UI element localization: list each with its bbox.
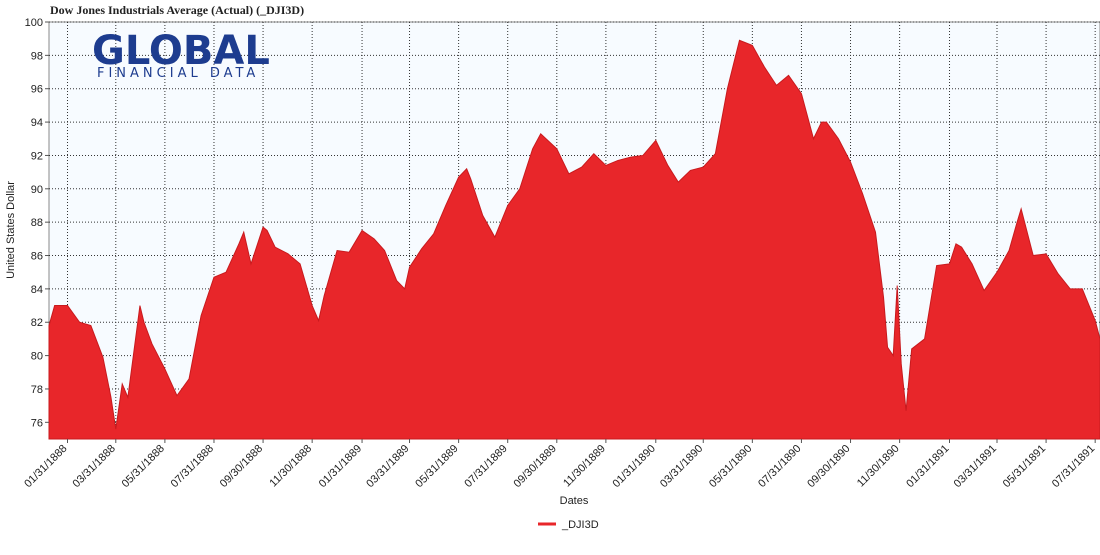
x-tick-label: 03/31/1891: [952, 443, 999, 490]
y-tick-label: 96: [31, 84, 43, 96]
x-tick-label: 11/30/1888: [267, 443, 314, 490]
logo: GLOBAL FINANCIAL DATA: [92, 28, 270, 81]
marks: [48, 39, 1100, 440]
y-tick-label: 82: [31, 317, 43, 329]
x-axis-label: Dates: [560, 495, 589, 507]
x-tick-label: 07/31/1891: [1050, 443, 1097, 490]
x-tick-label: 01/31/1888: [22, 443, 69, 490]
y-tick-label: 100: [25, 17, 43, 29]
y-tick-label: 94: [31, 117, 43, 129]
x-tick-label: 03/31/1890: [658, 443, 705, 490]
y-tick-label: 98: [31, 50, 43, 62]
x-tick-label: 09/30/1889: [511, 443, 558, 490]
x-tick-label: 07/31/1889: [462, 443, 509, 490]
x-tick-label: 01/31/1891: [904, 443, 951, 490]
legend-label: _DJI3D: [561, 519, 599, 531]
x-tick-label: 09/30/1890: [805, 443, 852, 490]
x-tick-label: 05/31/1888: [120, 443, 167, 490]
x-tick-label: 01/31/1890: [610, 443, 657, 490]
y-tick-label: 76: [31, 417, 43, 429]
chart-title: Dow Jones Industrials Average (Actual) (…: [50, 3, 304, 17]
x-tick-label: 05/31/1891: [1001, 443, 1048, 490]
x-tick-label: 03/31/1889: [364, 443, 411, 490]
logo-tagline: FINANCIAL DATA: [97, 66, 259, 81]
y-axis-label: United States Dollar: [5, 181, 17, 279]
x-tick-label: 05/31/1889: [413, 443, 460, 490]
x-tick-label: 09/30/1888: [218, 443, 265, 490]
x-tick-label: 03/31/1888: [70, 443, 117, 490]
y-tick-label: 84: [31, 284, 43, 296]
x-tick-label: 07/31/1890: [756, 443, 803, 490]
y-tick-label: 88: [31, 217, 43, 229]
y-tick-label: 92: [31, 150, 43, 162]
y-tick-label: 80: [31, 351, 43, 363]
logo-name: GLOBAL: [92, 28, 270, 74]
y-tick-label: 90: [31, 184, 43, 196]
area: [48, 39, 1100, 440]
x-tick-label: 11/30/1889: [561, 443, 608, 490]
x-tick-label: 05/31/1890: [707, 443, 754, 490]
y-tick-label: 86: [31, 251, 43, 263]
x-tick-label: 01/31/1889: [317, 443, 364, 490]
y-tick-label: 78: [31, 384, 43, 396]
x-tick-label: 11/30/1890: [855, 443, 902, 490]
x-tick-label: 07/31/1888: [169, 443, 216, 490]
